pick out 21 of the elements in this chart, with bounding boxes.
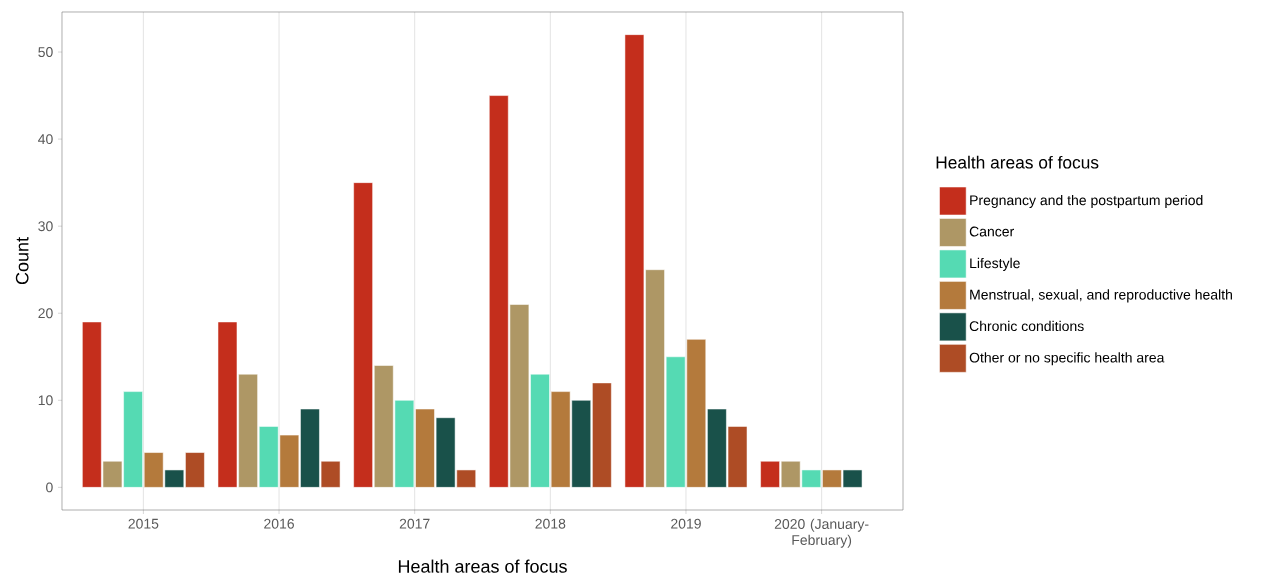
- legend-label: Pregnancy and the postpartum period: [970, 194, 1203, 208]
- y-tick-label: 40: [38, 134, 53, 145]
- legend-label: Lifestyle: [970, 257, 1020, 271]
- x-tick-label: 2019: [671, 518, 701, 529]
- y-tick-label: 20: [38, 308, 53, 319]
- y-tick-label: 0: [46, 482, 53, 493]
- legend-label: Menstrual, sexual, and reproductive health: [970, 289, 1232, 303]
- y-tick-label: 10: [38, 395, 53, 406]
- x-tick-label: 2015: [128, 518, 159, 529]
- y-tick-label: 50: [38, 47, 53, 58]
- legend-label: Chronic conditions: [969, 320, 1084, 332]
- legend-label: Other or no specific health area: [969, 352, 1165, 366]
- x-tick-label: 2016: [264, 518, 294, 529]
- x-axis-title: Health areas of focus: [398, 559, 567, 573]
- x-tick-label: 2017: [399, 518, 430, 529]
- legend-title: Health areas of focus: [936, 155, 1099, 169]
- y-axis-title: Count: [15, 237, 29, 285]
- y-tick-label: 30: [38, 221, 53, 232]
- legend-label: Cancer: [969, 226, 1014, 237]
- x-tick-label: 2020 (January-February): [774, 518, 869, 548]
- x-tick-label: 2018: [535, 518, 566, 529]
